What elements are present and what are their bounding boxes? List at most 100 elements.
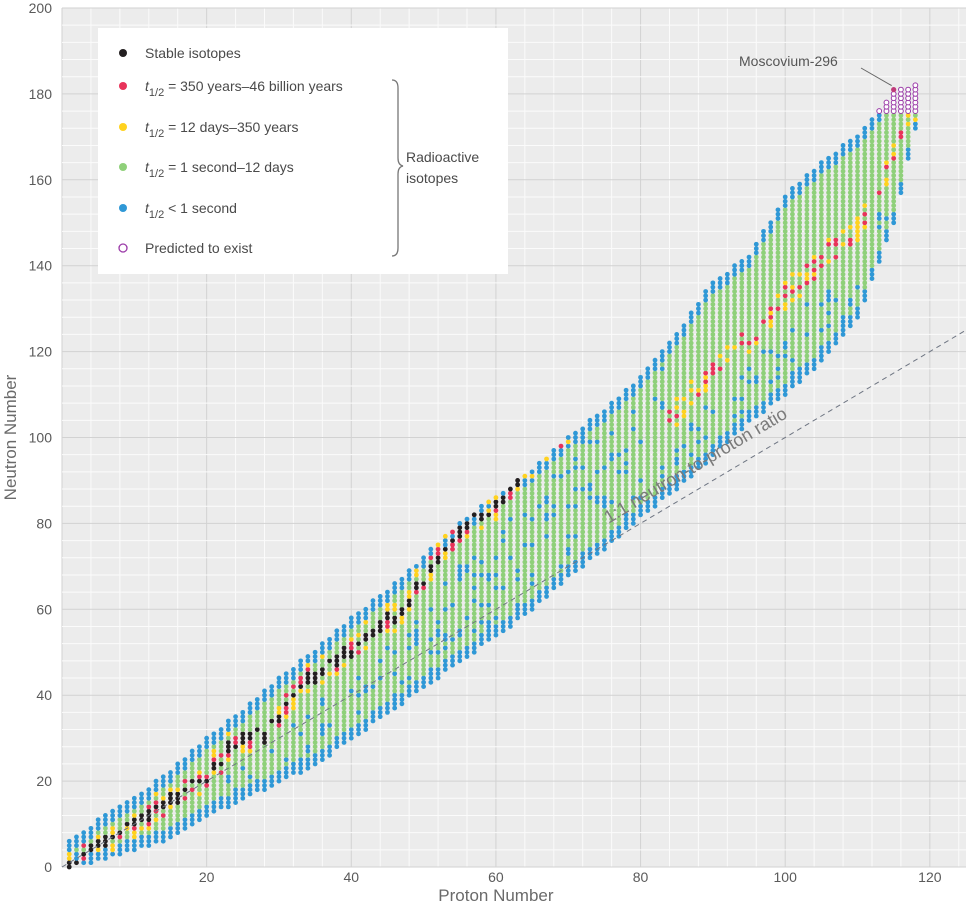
isotope-point [753, 392, 759, 397]
isotope-point [385, 624, 390, 629]
isotope-point [790, 271, 795, 277]
isotope-point [681, 447, 687, 453]
isotope-point [645, 366, 651, 372]
isotope-point [493, 589, 499, 595]
isotope-point [790, 284, 795, 290]
isotope-point [319, 688, 325, 694]
isotope-point [450, 645, 455, 651]
isotope-point [356, 714, 361, 720]
isotope-point [117, 808, 123, 814]
isotope-point [703, 409, 709, 415]
isotope-point [247, 748, 253, 754]
isotope-point [479, 594, 484, 599]
isotope-point [291, 740, 296, 745]
isotope-point [421, 572, 426, 578]
isotope-point [840, 228, 846, 234]
isotope-point [421, 598, 426, 604]
isotope-point [464, 533, 470, 539]
isotope-point [507, 606, 513, 612]
isotope-point [211, 731, 217, 737]
isotope-point [681, 327, 687, 333]
isotope-point [247, 701, 253, 707]
isotope-point [247, 791, 253, 797]
isotope-point [645, 405, 651, 410]
isotope-point [775, 332, 781, 337]
isotope-point [884, 181, 889, 187]
isotope-point [392, 705, 398, 711]
isotope-point [565, 546, 571, 552]
isotope-point [775, 228, 781, 234]
isotope-point [790, 280, 795, 286]
isotope-point [667, 486, 672, 492]
isotope-point [457, 598, 463, 604]
isotope-point [710, 314, 716, 320]
isotope-point [826, 263, 831, 269]
isotope-point [479, 572, 484, 578]
isotope-point [558, 551, 564, 556]
isotope-point [891, 147, 897, 153]
isotope-point [790, 207, 795, 213]
isotope-point [775, 293, 781, 299]
isotope-point [435, 628, 441, 634]
isotope-point [421, 559, 426, 565]
isotope-point [240, 714, 246, 720]
isotope-point [826, 168, 831, 174]
isotope-point [399, 654, 405, 659]
isotope-point [493, 602, 499, 608]
isotope-point [529, 568, 535, 574]
isotope-point [761, 387, 766, 393]
isotope-point [753, 370, 759, 376]
isotope-point [515, 508, 521, 513]
isotope-point [370, 709, 376, 715]
isotope-point [775, 220, 781, 226]
isotope-point [457, 585, 463, 591]
isotope-point [573, 460, 578, 466]
isotope-point [442, 585, 448, 591]
isotope-point [327, 752, 332, 758]
isotope-point [486, 572, 492, 578]
isotope-point [847, 194, 853, 200]
isotope-point [768, 297, 774, 303]
isotope-point [681, 439, 687, 445]
isotope-point [305, 757, 311, 763]
isotope-point [124, 813, 130, 818]
isotope-point [826, 271, 831, 277]
isotope-point [746, 276, 752, 281]
isotope-point [703, 301, 709, 307]
isotope-point [847, 289, 853, 294]
isotope-point [891, 168, 897, 174]
isotope-point [283, 709, 289, 715]
isotope-point [493, 598, 499, 604]
isotope-point [225, 748, 231, 754]
isotope-point [667, 417, 672, 423]
annotation-label: Moscovium-296 [739, 53, 838, 69]
isotope-point [211, 735, 217, 741]
isotope-point [276, 770, 282, 775]
isotope-point [790, 353, 795, 359]
isotope-point [551, 512, 557, 518]
isotope-point [312, 671, 318, 677]
isotope-point [551, 482, 557, 488]
isotope-point [862, 280, 868, 286]
isotope-point [594, 422, 600, 428]
isotope-point [146, 817, 152, 823]
legend-bracket [391, 79, 404, 257]
isotope-point [746, 306, 752, 312]
isotope-point [724, 396, 730, 402]
isotope-point [717, 357, 723, 363]
isotope-point [319, 697, 325, 702]
isotope-point [681, 396, 687, 402]
isotope-point [544, 551, 549, 556]
isotope-point [160, 834, 166, 840]
isotope-point [233, 740, 238, 745]
isotope-point [399, 692, 405, 698]
isotope-point [602, 447, 607, 453]
isotope-point [609, 499, 615, 505]
isotope-point [110, 821, 116, 827]
isotope-point [218, 774, 224, 780]
isotope-point [761, 409, 766, 415]
isotope-point [818, 349, 824, 354]
isotope-point [833, 194, 839, 200]
isotope-point [565, 533, 571, 539]
legend-label-stable: Stable isotopes [145, 45, 241, 61]
